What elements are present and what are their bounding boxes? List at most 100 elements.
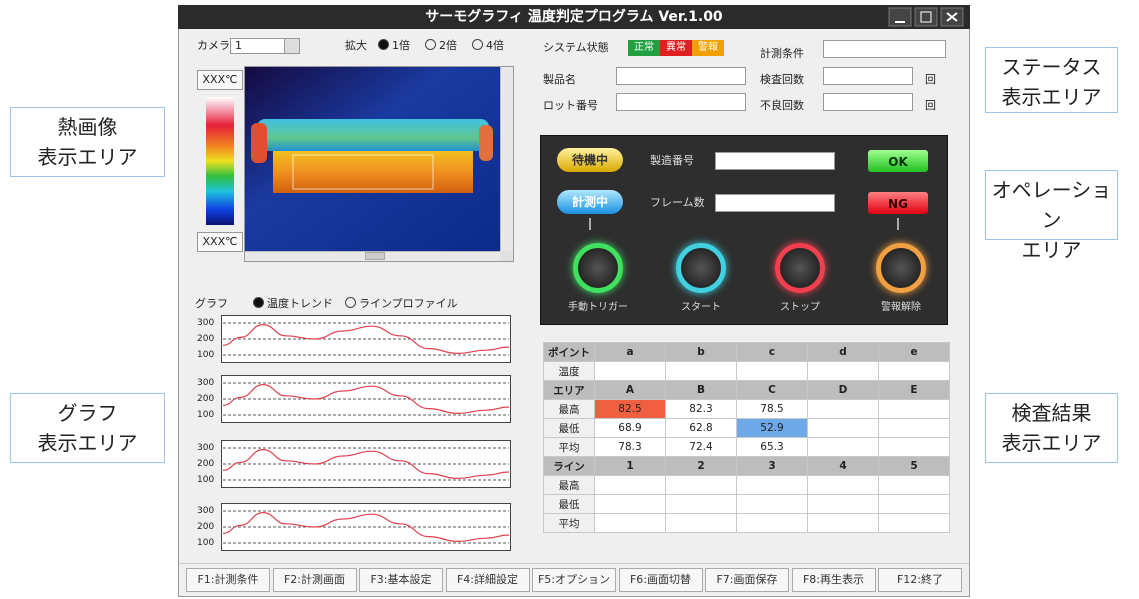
results-cell: ポイント [544,343,595,362]
results-cell: 68.9 [595,419,666,438]
results-row: 最高 [544,476,950,495]
color-scale [206,97,234,225]
zoom-radio[interactable]: 2倍 [425,38,457,54]
graph-mode: 温度トレンド [267,297,333,310]
trend-graph [221,315,511,363]
inspection-input[interactable] [823,67,913,85]
thermal-image [245,67,500,251]
camera-select[interactable]: 1 [230,38,300,54]
h-scroll-thumb [365,252,385,260]
condition-input[interactable] [823,40,946,58]
results-cell [808,400,879,419]
results-row: 温度 [544,362,950,381]
trend-graph [221,440,511,488]
graph-mode-radio[interactable]: ラインプロファイル [345,296,458,312]
knob-label: 手動トリガー [553,300,643,316]
graph-tick-label: 200 [197,521,214,533]
callout-line: 表示エリア [11,428,164,458]
results-row: 最低 [544,495,950,514]
count-unit: 回 [925,98,936,114]
serial-label: 製造番号 [650,153,694,169]
knob-button[interactable] [876,243,926,293]
callout: 熱画像表示エリア [10,107,165,177]
function-key[interactable]: F5:オプション [532,568,616,592]
results-cell [666,495,737,514]
results-cell [737,514,808,533]
frame-label: フレーム数 [650,195,705,211]
connector [589,218,591,230]
results-row: 最高82.582.378.5 [544,400,950,419]
object-right-end [479,125,493,161]
ok-lamp: OK [868,150,928,172]
zoom-radio[interactable]: 4倍 [472,38,504,54]
graph-tick-label: 100 [197,537,214,549]
callout-line: 表示エリア [11,142,164,172]
results-cell: 78.5 [737,400,808,419]
results-cell [879,400,950,419]
results-cell [808,438,879,457]
knob-label: 警報解除 [856,300,946,316]
results-table: ポイントabcde温度エリアABCDE最高82.582.378.5最低68.96… [543,342,950,533]
graph-tick-label: 100 [197,349,214,361]
window-controls[interactable] [888,7,968,27]
function-key[interactable]: F12:終了 [878,568,962,592]
minimize-button[interactable] [889,8,911,26]
product-input[interactable] [616,67,746,85]
results-row: ポイントabcde [544,343,950,362]
results-cell: C [737,381,808,400]
results-cell: d [808,343,879,362]
knob-label: スタート [656,300,746,316]
serial-input[interactable] [715,152,835,170]
function-key[interactable]: F1:計測条件 [186,568,270,592]
function-key[interactable]: F8:再生表示 [792,568,876,592]
product-label: 製品名 [543,72,576,88]
frame-input[interactable] [715,194,835,212]
zoom-option: 2倍 [439,39,457,52]
results-cell: 1 [595,457,666,476]
lot-input[interactable] [616,93,746,111]
maximize-button[interactable] [915,8,937,26]
results-cell: a [595,343,666,362]
function-key[interactable]: F7:画面保存 [705,568,789,592]
function-key[interactable]: F2:計測画面 [273,568,357,592]
knob-button[interactable] [775,243,825,293]
graph-tick-label: 300 [197,505,214,517]
knob-button[interactable] [676,243,726,293]
lot-label: ロット番号 [543,98,598,114]
callout: グラフ表示エリア [10,393,165,463]
results-cell [879,514,950,533]
callout-line: 表示エリア [986,82,1117,112]
inspection-label: 検査回数 [760,72,804,88]
function-bar-line [179,563,969,564]
results-cell [808,495,879,514]
function-key[interactable]: F3:基本設定 [359,568,443,592]
results-cell [595,362,666,381]
results-cell [737,362,808,381]
zoom-radio[interactable]: 1倍 [378,38,410,54]
graph-mode-radio[interactable]: 温度トレンド [253,296,333,312]
results-row: 平均78.372.465.3 [544,438,950,457]
v-scrollbar[interactable] [500,67,513,251]
state-badge: 正常 [628,40,660,56]
defect-input[interactable] [823,93,913,111]
results-cell: ライン [544,457,595,476]
function-key[interactable]: F4:詳細設定 [446,568,530,592]
results-cell [879,476,950,495]
results-cell: 最高 [544,476,595,495]
results-cell [595,495,666,514]
results-row: 平均 [544,514,950,533]
results-cell [808,419,879,438]
radio-dot [378,39,389,50]
title-bar: サーモグラフィ 温度判定プログラム Ver.1.00 [178,5,970,29]
graph-tick-label: 300 [197,317,214,329]
radio-dot [345,297,356,308]
results-cell: 78.3 [595,438,666,457]
results-cell [808,362,879,381]
results-cell [666,514,737,533]
zoom-option: 1倍 [392,39,410,52]
knob-button[interactable] [573,243,623,293]
results-cell: 温度 [544,362,595,381]
function-key[interactable]: F6:画面切替 [619,568,703,592]
